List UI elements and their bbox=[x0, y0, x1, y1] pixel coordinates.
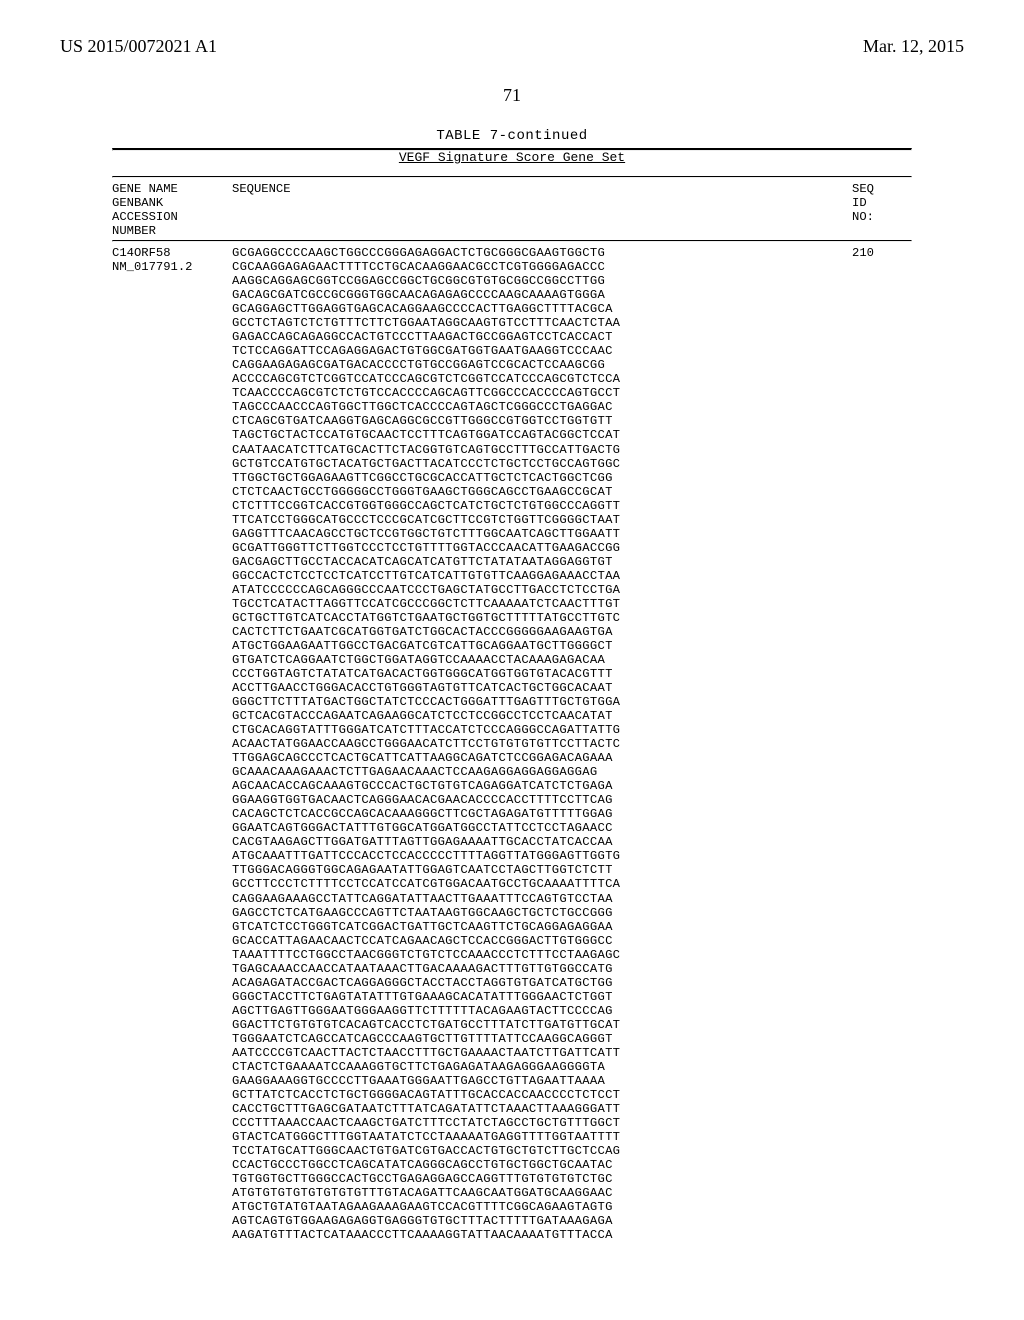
seqid-cell: 210 bbox=[852, 246, 912, 1242]
sequence-cell: GCGAGGCCCCAAGCTGGCCCGGGAGAGGACTCTGCGGGCG… bbox=[232, 246, 852, 1242]
header-row: US 2015/0072021 A1 Mar. 12, 2015 bbox=[60, 36, 964, 57]
col-header-sequence: SEQUENCE bbox=[232, 182, 852, 238]
pub-date: Mar. 12, 2015 bbox=[863, 36, 964, 57]
data-row: C14ORF58 NM_017791.2 GCGAGGCCCCAAGCTGGCC… bbox=[112, 242, 912, 1242]
col-header-gene: GENE NAME GENBANK ACCESSION NUMBER bbox=[112, 182, 232, 238]
col-headers: GENE NAME GENBANK ACCESSION NUMBER SEQUE… bbox=[112, 178, 912, 240]
page-number: 71 bbox=[60, 85, 964, 106]
table-subtitle: VEGF Signature Score Gene Set bbox=[112, 151, 912, 166]
col-header-seqid: SEQ ID NO: bbox=[852, 182, 912, 238]
data-table: VEGF Signature Score Gene Set GENE NAME … bbox=[112, 148, 912, 1242]
gene-name-cell: C14ORF58 NM_017791.2 bbox=[112, 246, 232, 1242]
table-title: TABLE 7-continued bbox=[60, 128, 964, 144]
pub-number: US 2015/0072021 A1 bbox=[60, 36, 217, 57]
